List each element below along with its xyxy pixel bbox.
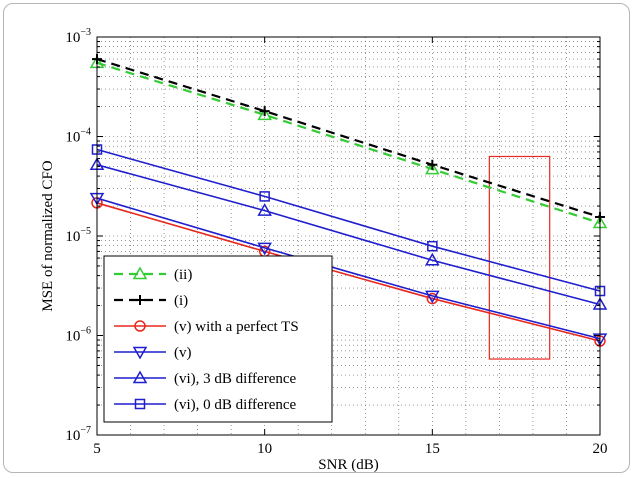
highlight-rectangle	[488, 155, 551, 360]
legend-entry: (v) with a perfect TS	[114, 319, 299, 335]
legend-entry: (v)	[114, 345, 192, 361]
data-point	[425, 290, 440, 304]
series-0	[89, 55, 608, 229]
legend-marker	[132, 346, 148, 360]
legend-marker	[134, 320, 146, 332]
data-point	[257, 242, 272, 256]
legend-label: (vi), 0 dB difference	[174, 397, 297, 413]
y-tick-label: 10−7	[65, 425, 91, 444]
series-5	[91, 144, 606, 297]
legend-marker	[135, 295, 145, 305]
series-line	[96, 197, 601, 340]
legend-label: (v)	[174, 345, 192, 361]
y-tick-label: 10−6	[65, 326, 91, 345]
data-point	[427, 240, 438, 252]
y-tick-label: 10−4	[65, 127, 91, 146]
series-line	[96, 148, 601, 292]
y-tick-label: 10−5	[65, 226, 91, 245]
data-point	[259, 106, 270, 117]
data-point	[425, 161, 440, 175]
data-point	[257, 203, 272, 216]
annotations	[488, 155, 551, 360]
data-point	[259, 191, 270, 202]
data-point	[426, 292, 439, 305]
series-line	[96, 202, 601, 342]
x-tick-label: 10	[257, 441, 272, 457]
legend-label: (v) with a perfect TS	[174, 319, 299, 335]
legend-box	[103, 255, 333, 423]
legend-entry: (vi), 3 dB difference	[114, 370, 297, 387]
legend-marker	[132, 370, 148, 384]
legend-label: (vi), 3 dB difference	[174, 371, 297, 387]
legend-label: (ii)	[174, 267, 192, 283]
series-line	[96, 58, 601, 219]
x-axis-label: SNR (dB)	[318, 457, 378, 473]
series-1	[92, 54, 605, 223]
x-tick-label: 15	[425, 441, 440, 457]
data-point	[427, 159, 438, 170]
legend-marker	[132, 266, 148, 280]
y-axis-label: MSE of normalized CFO	[40, 160, 56, 311]
series-layer	[89, 54, 608, 347]
legend-entry: (vi), 0 dB difference	[114, 397, 297, 413]
data-point	[257, 107, 272, 121]
x-tick-label: 20	[593, 441, 608, 457]
x-tick-label: 5	[93, 441, 101, 457]
legend-label: (i)	[174, 293, 188, 309]
legend-entry: (i)	[114, 293, 188, 309]
y-tick-label: 10−3	[65, 27, 91, 46]
legend-entry: (ii)	[114, 266, 192, 283]
data-point	[425, 252, 440, 266]
legend: (ii) (i) (v) with a perfect TS (v) (vi), 3 d…	[103, 255, 333, 423]
series-line	[96, 163, 601, 306]
ticks: 5 10 15 20 10−7 10−6 10−5 10−4 10−3	[65, 27, 607, 457]
legend-marker	[134, 398, 146, 410]
series-line	[96, 61, 601, 225]
